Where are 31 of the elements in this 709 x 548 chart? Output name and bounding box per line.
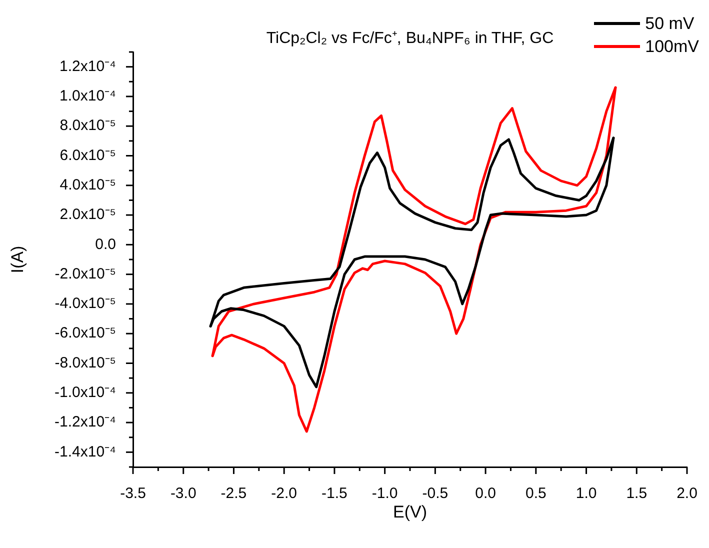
x-tick-label: -2.5	[220, 485, 247, 502]
y-tick-label: -1.0x10⁻⁴	[54, 384, 116, 402]
y-tick-label: -1.2x10⁻⁴	[54, 414, 116, 431]
y-tick-label: -2.0x10⁻⁵	[54, 265, 116, 282]
y-tick-label: -8.0x10⁻⁵	[54, 354, 116, 372]
x-tick-label: -3.5	[120, 485, 146, 502]
legend-label: 100mV	[645, 36, 699, 56]
y-tick-label: 8.0x10⁻⁵	[60, 117, 116, 134]
legend-label: 50 mV	[645, 14, 694, 34]
x-tick-label: -2.0	[271, 485, 298, 502]
y-tick-label: 1.2x10⁻⁴	[60, 58, 116, 75]
x-tick-label: -1.0	[372, 485, 398, 502]
y-tick-label: -1.4x10⁻⁴	[54, 443, 116, 460]
y-tick-label: -4.0x10⁻⁵	[54, 295, 116, 312]
y-axis-title: I(A)	[8, 246, 27, 274]
x-tick-label: -0.5	[422, 485, 448, 502]
x-tick-label: 1.5	[626, 485, 648, 502]
x-tick-label: -3.0	[170, 485, 196, 502]
y-tick-label: 6.0x10⁻⁵	[60, 146, 116, 164]
x-tick-label: -1.5	[322, 485, 348, 502]
y-tick-label: 0.0	[95, 236, 116, 253]
x-axis-title: E(V)	[393, 502, 427, 522]
y-tick-label: 4.0x10⁻⁵	[60, 176, 116, 194]
x-tick-label: 0.0	[475, 485, 496, 502]
x-tick-label: 2.0	[676, 485, 698, 502]
x-tick-label: 0.5	[525, 485, 546, 502]
y-tick-label: -6.0x10⁻⁵	[54, 324, 116, 342]
x-tick-label: 1.0	[576, 485, 597, 502]
y-tick-label: 1.0x10⁻⁴	[60, 88, 116, 105]
chart-title: TiCp₂Cl₂ vs Fc/Fc⁺, Bu₄NPF₆ in THF, GC	[266, 30, 554, 47]
y-tick-label: 2.0x10⁻⁵	[60, 206, 116, 224]
